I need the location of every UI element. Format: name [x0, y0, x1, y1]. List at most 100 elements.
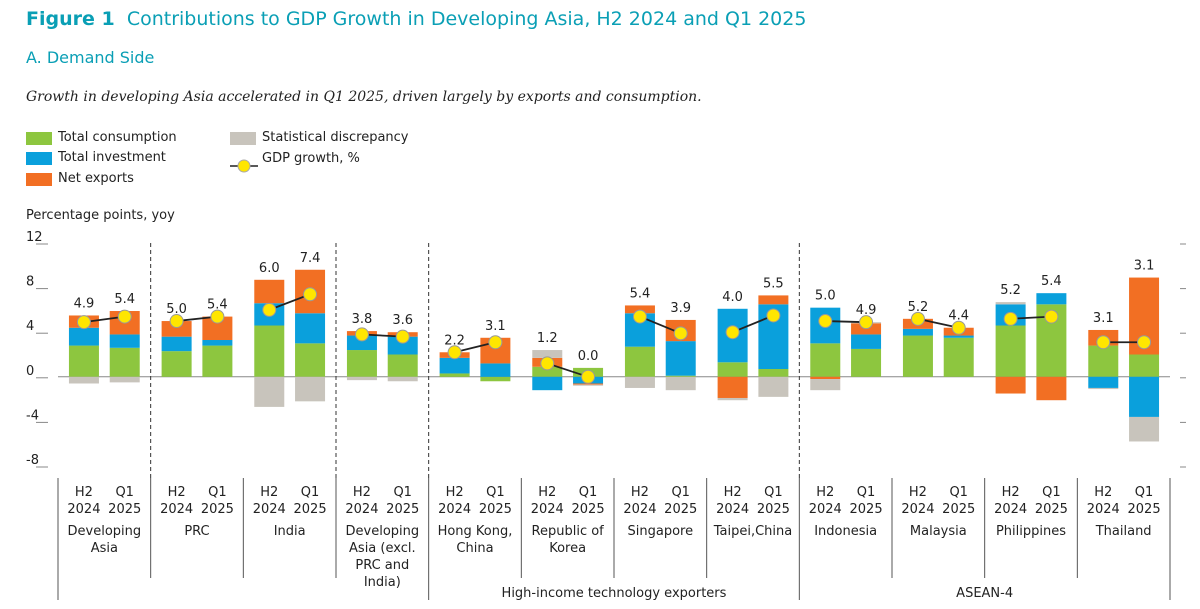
bar-segment — [346, 335, 377, 351]
legend-label: Total consumption — [58, 130, 177, 145]
legend-label: Total investment — [58, 150, 166, 165]
bar-segment — [665, 376, 696, 391]
bar-segment — [624, 346, 655, 377]
gdp-dot — [354, 327, 369, 342]
bar-segment — [161, 351, 192, 377]
bar-segment — [1129, 416, 1160, 442]
bar-segment — [439, 373, 470, 377]
data-label: 7.4 — [300, 251, 321, 266]
y-tick-label: 12 — [26, 230, 43, 245]
bar-segment — [387, 354, 418, 377]
x-tick-label: Q1 2025 — [200, 485, 234, 517]
data-label: 5.5 — [763, 276, 784, 291]
x-tick-label: Q1 2025 — [756, 485, 790, 517]
x-tick-label: H2 2024 — [1086, 485, 1120, 517]
bar-segment — [1036, 376, 1067, 401]
bar-segment — [68, 345, 99, 377]
bar-segment — [480, 363, 511, 377]
bar-segment — [532, 350, 563, 358]
group-label: Republic of Korea — [531, 524, 604, 556]
group-label: PRC — [184, 524, 210, 539]
group-label: Singapore — [627, 524, 694, 539]
bar-segment — [902, 328, 933, 336]
title-block: Figure 1 Contributions to GDP Growth in … — [26, 8, 806, 30]
x-tick-label: H2 2024 — [901, 485, 935, 517]
bar-segment — [295, 376, 326, 402]
group-label: Indonesia — [814, 524, 878, 539]
bar-segment — [943, 337, 974, 377]
bar-segment — [810, 376, 841, 380]
x-tick-label: Q1 2025 — [1034, 485, 1068, 517]
bar-segment — [254, 376, 285, 407]
x-tick-label: H2 2024 — [716, 485, 750, 517]
bar-segment — [254, 279, 285, 304]
bar-segment — [480, 376, 511, 382]
group-label: Developing Asia — [67, 524, 142, 556]
x-tick-label: Q1 2025 — [571, 485, 605, 517]
data-label: 5.0 — [166, 302, 187, 317]
gdp-dot — [262, 302, 277, 317]
gdp-dot — [169, 314, 184, 329]
bar-segment — [1088, 376, 1119, 388]
note: Growth in developing Asia accelerated in… — [26, 89, 702, 105]
data-label: 6.0 — [259, 261, 280, 276]
x-tick-label: Q1 2025 — [942, 485, 976, 517]
bar-segment — [665, 341, 696, 376]
data-label: 5.4 — [207, 298, 228, 313]
data-label: 3.1 — [1093, 311, 1114, 326]
group-label: Thailand — [1095, 524, 1152, 539]
bar-segment — [995, 302, 1026, 305]
bar-segment — [1129, 354, 1160, 377]
figure-label: Figure 1 — [26, 8, 115, 30]
group-label: Hong Kong, China — [437, 524, 513, 556]
bar-segment — [202, 340, 233, 346]
bar-segment — [717, 376, 748, 398]
y-tick-label: 4 — [26, 319, 34, 334]
legend-label: Statistical discrepancy — [262, 130, 409, 145]
group-label: Malaysia — [909, 524, 967, 539]
y-tick-label: -8 — [26, 453, 39, 468]
gdp-line — [546, 362, 589, 378]
x-tick-label: H2 2024 — [623, 485, 657, 517]
bar-segment — [254, 325, 285, 377]
bar-segment — [573, 384, 604, 386]
bar-segment — [851, 334, 882, 349]
x-tick-label: Q1 2025 — [664, 485, 698, 517]
group-label: Developing Asia (excl. PRC and India) — [345, 524, 420, 590]
bar-segment — [573, 383, 604, 385]
x-tick-label: H2 2024 — [438, 485, 472, 517]
bar-segment — [295, 343, 326, 377]
legend-label: Net exports — [58, 171, 134, 186]
bar-segment — [346, 350, 377, 377]
data-label: 5.2 — [1000, 283, 1021, 298]
x-tick-label: Q1 2025 — [386, 485, 420, 517]
bar-segment — [717, 397, 748, 401]
data-label: 4.9 — [856, 303, 877, 318]
bar-segment — [532, 376, 563, 391]
x-tick-label: H2 2024 — [808, 485, 842, 517]
data-label: 2.2 — [444, 333, 465, 348]
chart-title: Contributions to GDP Growth in Developin… — [126, 8, 807, 30]
x-tick-label: Q1 2025 — [108, 485, 142, 517]
bar-segment — [202, 345, 233, 377]
data-label: 4.0 — [722, 290, 743, 305]
data-label: 3.1 — [1134, 259, 1155, 274]
x-tick-label: H2 2024 — [530, 485, 564, 517]
bar-segment — [387, 376, 418, 382]
gdp-dot — [540, 356, 555, 371]
bar-segment — [387, 336, 418, 355]
x-tick-label: Q1 2025 — [849, 485, 883, 517]
group-label: India — [273, 524, 306, 539]
x-tick-label: H2 2024 — [994, 485, 1028, 517]
gdp-dot — [76, 315, 91, 330]
bar-segment — [1088, 345, 1119, 377]
gdp-dot — [673, 326, 688, 341]
gdp-dot — [910, 311, 925, 326]
legend-swatch — [26, 132, 52, 145]
bar-segment — [810, 379, 841, 391]
legend-swatch — [230, 132, 256, 145]
supergroup-label: High-income technology exporters — [501, 586, 727, 601]
bar-segment — [665, 375, 696, 377]
bar-segment — [1036, 293, 1067, 305]
